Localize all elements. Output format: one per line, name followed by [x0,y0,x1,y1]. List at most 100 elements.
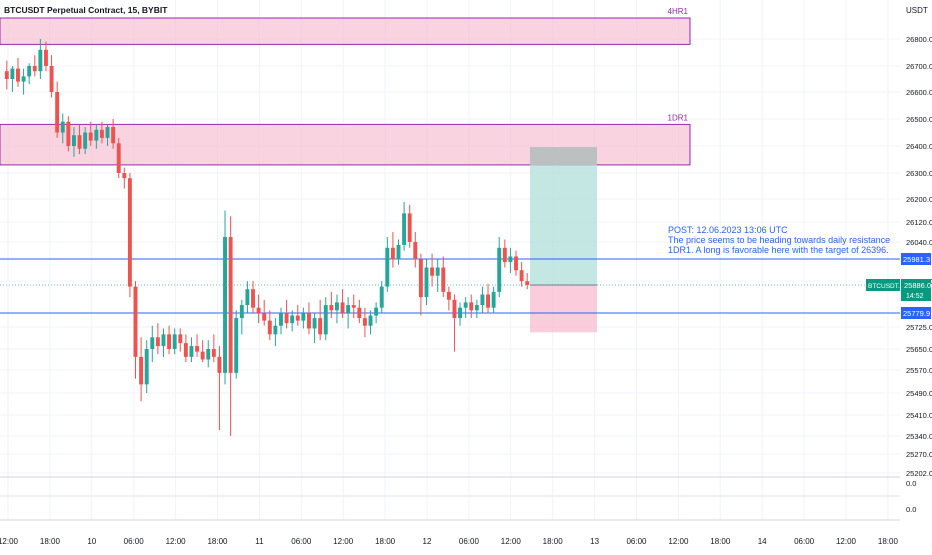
candle-body [49,66,54,92]
candle-body [491,291,496,308]
candle-body [251,289,255,308]
candle-body [183,343,188,357]
resistance-zone[interactable] [0,17,691,45]
candle-body [71,135,76,146]
candle-body [273,325,278,335]
time-tick-label: 13 [590,537,599,546]
candle-body [111,127,116,144]
horizontal-lines [0,258,900,314]
candle-body [502,247,507,263]
chart-title: BTCUSDT Perpetual Contract, 15, BYBIT [4,5,168,15]
candle-body [127,178,132,287]
time-tick-label: 06:00 [794,537,815,546]
candle-body [396,244,401,260]
price-tick-label: 26700.0 [906,62,932,71]
price-badges: 25981.3 25779.9 BTCUSDT.P 25886.0 14:52 [866,253,931,319]
time-tick-label: 12:00 [0,537,19,546]
candle-body [351,305,356,308]
candle-body [32,66,37,72]
time-tick-label: 18:00 [878,537,899,546]
price-tick-label: 25410.0 [906,411,932,420]
candle-body [223,237,227,373]
countdown-label: 14:52 [906,293,924,300]
price-tick-label: 25490.0 [906,389,932,398]
time-tick-label: 06:00 [124,537,145,546]
candle-body [116,143,121,173]
trade-note: POST: 12.06.2023 13:06 UTC The price see… [668,225,890,255]
candle-body [424,267,429,298]
candle-body [301,312,306,321]
candle-body [323,305,328,335]
candle-body [435,267,440,276]
last-price-badge [901,279,931,301]
stop-area[interactable] [530,285,597,333]
time-tick-label: 11 [255,537,264,546]
candle-body [66,121,71,146]
candle-body [38,49,43,72]
candle-body [55,92,60,133]
candle-body [94,129,99,141]
candle-body [144,349,149,385]
zone-label: 1DR1 [668,113,689,122]
indicator-tick-label: 0.0 [906,479,916,488]
candle-body [480,294,485,306]
candle-body [172,334,177,349]
candle-body [307,312,311,329]
candle-body [99,129,104,138]
candle-body [267,320,272,335]
candle-body [312,318,317,329]
line-price-badge [901,307,931,319]
grid-layer [0,0,932,521]
time-tick-label: 18:00 [375,537,396,546]
time-tick-label: 12:00 [836,537,857,546]
candle-body [262,312,267,321]
candles [4,39,530,436]
candle-body [206,349,211,360]
candle-body [508,256,513,263]
price-axis[interactable]: USDT 26800.0 26700.0 26600.0 26500.0 26400.0… [900,0,932,550]
candle-body [458,307,463,319]
candle-body [21,76,26,82]
candle-body [161,334,166,347]
line-price-label: 25779.9 [903,309,930,318]
candle-body [195,346,200,352]
candle-body [290,315,295,324]
time-tick-label: 18:00 [543,537,564,546]
candle-body [16,68,20,82]
candle-body [200,351,205,360]
candle-body [167,334,172,349]
price-tick-label: 25570.0 [906,366,932,375]
candle-body [379,286,384,308]
target-header [530,147,597,166]
candle-body [279,312,283,326]
candle-body [497,247,502,292]
note-line: POST: 12.06.2023 13:06 UTC [668,225,788,235]
candle-body [60,121,65,133]
price-tick-label: 26300.0 [906,169,932,178]
price-tick-label: 25340.0 [906,432,932,441]
long-position-tool[interactable] [530,147,597,333]
candle-body [122,173,127,179]
candle-body [245,289,250,306]
candle-body [430,267,435,276]
candle-body [452,299,457,319]
time-tick-label: 14 [758,537,767,546]
candle-body [368,315,373,326]
candle-body [362,318,367,326]
candle-body [441,267,446,292]
candle-body [10,68,15,79]
price-tick-label: 25650.0 [906,345,932,354]
target-area[interactable] [530,147,597,285]
price-tick-label: 25725.0 [906,323,932,332]
candle-body [329,305,334,311]
time-tick-label: 12:00 [501,537,522,546]
candle-body [385,247,390,287]
zone-label: 4HR1 [668,7,689,16]
candle-body [357,307,362,319]
candle-body [514,256,518,271]
time-tick-label: 12 [423,537,432,546]
time-axis[interactable]: 12:00 18:00 10 06:00 12:00 18:00 11 06:00 12:00 1… [0,537,898,546]
price-tick-label: 26500.0 [906,115,932,124]
